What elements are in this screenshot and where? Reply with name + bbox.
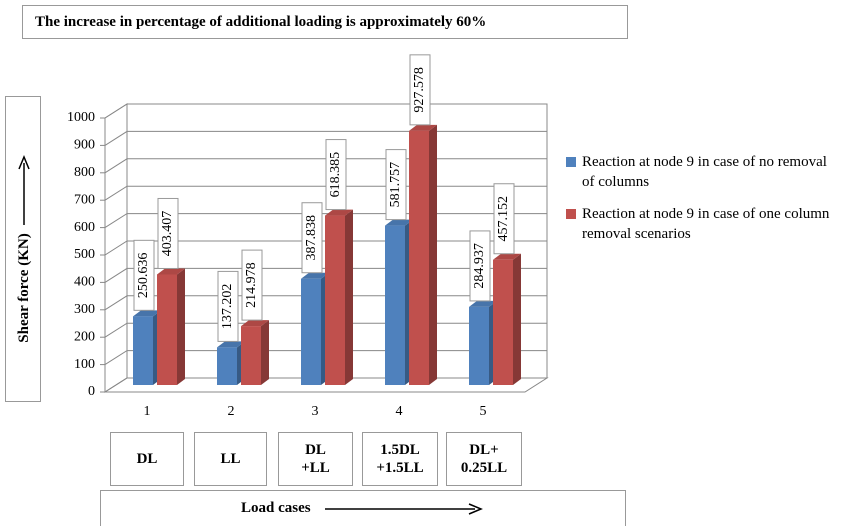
x-axis-label: Load cases [241, 500, 311, 516]
y-tick-label: 0 [88, 384, 95, 399]
x-label-box: Load cases [100, 490, 626, 526]
case-label: DL+ 0.25LL [446, 432, 522, 486]
value-label-box [301, 202, 323, 274]
grid-line [104, 130, 547, 146]
bar [241, 326, 261, 385]
x-tick-label: 1 [144, 404, 151, 419]
grid-line [104, 103, 547, 119]
y-tick-label: 400 [74, 275, 95, 290]
bar-side [513, 253, 521, 385]
y-arrow [18, 155, 30, 226]
y-tick-label: 700 [74, 192, 95, 207]
bar-side [261, 320, 269, 385]
y-tick-label: 900 [74, 138, 95, 153]
legend-item: Reaction at node 9 in case of one column… [566, 204, 841, 244]
bar [409, 130, 429, 385]
bar [325, 215, 345, 385]
bar [217, 347, 237, 385]
value-label: 387.838 [304, 215, 319, 261]
x-tick-label: 2 [228, 404, 235, 419]
grid-line [104, 185, 547, 201]
grid-line [104, 213, 547, 229]
bar-top [385, 219, 413, 226]
x-tick-label: 5 [480, 404, 487, 419]
y-label-wrap: Shear force (KN) [8, 106, 40, 392]
value-label: 284.937 [472, 243, 487, 289]
case-label: DL +LL [278, 432, 353, 486]
bar-top [409, 124, 437, 131]
bar-top [157, 268, 185, 275]
bar [385, 225, 405, 385]
value-label: 581.757 [388, 162, 403, 208]
y-tick-label: 600 [74, 220, 95, 235]
case-label: DL [110, 432, 184, 486]
value-label-box [493, 183, 515, 255]
legend-item: Reaction at node 9 in case of no removal… [566, 152, 841, 192]
value-label: 214.978 [244, 262, 259, 308]
bar-top [301, 272, 329, 279]
bar [493, 259, 513, 385]
value-label-box [241, 249, 263, 321]
bar-top [133, 310, 161, 317]
bar-top [217, 341, 245, 348]
value-label-box [217, 270, 239, 342]
bar-side [345, 209, 353, 385]
value-label: 250.636 [136, 253, 151, 299]
bar [157, 274, 177, 385]
y-tick-label: 1000 [67, 110, 95, 125]
value-label: 618.385 [328, 152, 343, 198]
legend-swatch [566, 209, 576, 219]
x-arrow [324, 502, 483, 515]
value-label: 403.407 [160, 211, 175, 257]
y-tick-label: 800 [74, 165, 95, 180]
bar-top [469, 300, 497, 307]
case-label: LL [194, 432, 267, 486]
case-label: 1.5DL +1.5LL [362, 432, 438, 486]
value-label-box [157, 197, 179, 269]
y-tick-label: 100 [74, 357, 95, 372]
y-tick-label: 300 [74, 302, 95, 317]
legend-label: Reaction at node 9 in case of one column… [582, 206, 830, 242]
chart-title: The increase in percentage of additional… [35, 14, 487, 30]
value-label-box [409, 54, 431, 126]
value-label-box [133, 239, 155, 311]
bar-side [429, 124, 437, 385]
value-label: 137.202 [220, 284, 235, 330]
bar-top [325, 209, 353, 216]
value-label: 927.578 [412, 67, 427, 113]
bar [469, 306, 489, 385]
legend-swatch [566, 157, 576, 167]
legend-label: Reaction at node 9 in case of no removal… [582, 154, 827, 190]
bar-top [241, 320, 269, 327]
bar [133, 316, 153, 385]
grid-line [104, 158, 547, 174]
value-label-box [385, 149, 407, 221]
x-tick-label: 4 [396, 404, 403, 419]
bar-side [177, 268, 185, 385]
y-tick-label: 500 [74, 247, 95, 262]
bar-top [493, 253, 521, 260]
x-tick-label: 3 [312, 404, 319, 419]
bar [301, 278, 321, 385]
title-box: The increase in percentage of additional… [22, 5, 628, 39]
y-label-box: Shear force (KN) [5, 96, 41, 402]
value-label-box [325, 139, 347, 211]
y-tick-label: 200 [74, 329, 95, 344]
value-label: 457.152 [496, 196, 511, 242]
value-label-box [469, 230, 491, 302]
